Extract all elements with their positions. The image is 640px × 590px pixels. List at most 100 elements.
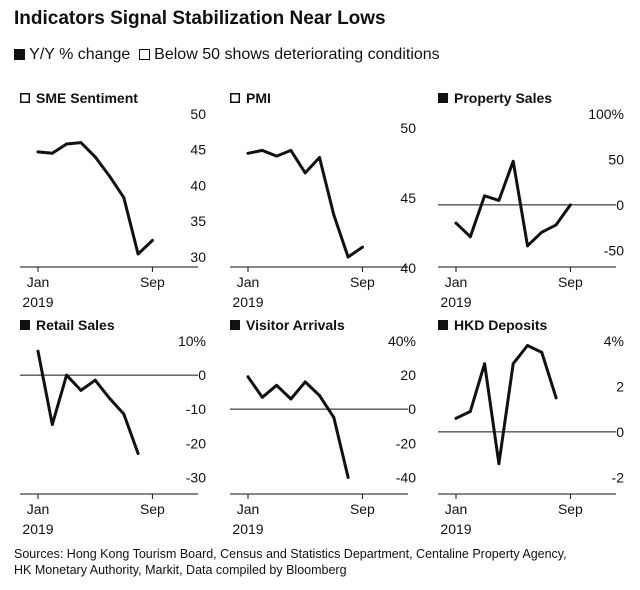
data-point <box>346 255 350 259</box>
legend-label-yoy: Y/Y % change <box>29 46 131 63</box>
y-tick-label: 10% <box>178 333 206 349</box>
data-point <box>318 156 321 159</box>
x-tick-label: Jan <box>445 501 468 517</box>
chart-property-sales: Property Sales -50 0 50 100% Jan 2019 Sep <box>438 86 628 316</box>
data-point <box>526 244 529 248</box>
data-point <box>303 171 307 175</box>
y-tick-label: 30 <box>190 249 206 265</box>
data-point <box>554 396 558 400</box>
y-tick-label: 50 <box>190 106 206 122</box>
chart-svg: Retail Sales -30 -20 -10 0 10% Jan 2019 Sep <box>20 317 206 537</box>
series-line-hkd-deposits <box>454 344 558 466</box>
chart-visitor-arrivals: Visitor Arrivals -40 -20 0 20 40% Jan 2019 Sep <box>230 313 420 543</box>
y-tick-label: 0 <box>198 367 206 383</box>
y-tick-label: 35 <box>190 213 206 229</box>
x-tick-label: Sep <box>140 501 165 517</box>
x-tick-label: Jan <box>237 501 260 517</box>
data-point <box>497 198 501 202</box>
x-tick-label: Jan <box>237 274 260 290</box>
data-point <box>454 221 458 225</box>
y-tick-label: 0 <box>408 401 416 417</box>
chart-svg: Visitor Arrivals -40 -20 0 20 40% Jan 2019 Sep <box>230 317 416 537</box>
filled-square-icon <box>14 49 25 60</box>
data-point <box>346 475 350 479</box>
filled-square-icon <box>230 320 240 330</box>
x-tick-sublabel: 2019 <box>22 294 53 310</box>
data-point <box>36 349 40 353</box>
y-tick-label: -20 <box>396 435 416 451</box>
data-point <box>332 415 336 419</box>
y-tick-label: -40 <box>396 469 416 485</box>
chart-title: PMI <box>246 90 271 106</box>
data-point <box>65 142 68 146</box>
y-tick-label: 2 <box>616 378 624 394</box>
x-tick-sublabel: 2019 <box>22 521 53 537</box>
data-point <box>483 362 486 366</box>
series-line-visitor-arrivals <box>246 375 350 479</box>
y-tick-label: 0 <box>616 424 624 440</box>
x-tick-label: Sep <box>558 501 583 517</box>
data-point <box>79 389 83 392</box>
y-tick-label: 0 <box>616 197 624 213</box>
data-point <box>483 194 486 198</box>
data-point <box>50 423 54 426</box>
series-line-pmi <box>246 148 364 259</box>
source-line-1: Sources: Hong Kong Tourism Board, Census… <box>14 547 567 561</box>
filled-square-icon <box>438 93 448 103</box>
data-point <box>108 174 111 178</box>
y-tick-label: -30 <box>186 469 206 485</box>
data-point <box>246 151 250 155</box>
x-tick-sublabel: 2019 <box>440 294 471 310</box>
data-point <box>260 395 264 399</box>
chart-pmi: PMI 40 45 50 Jan 2019 Sep <box>230 86 420 316</box>
legend: Y/Y % change Below 50 shows deterioratin… <box>14 46 440 64</box>
data-point <box>511 362 515 366</box>
data-point <box>569 203 572 207</box>
data-point <box>151 239 154 242</box>
chart-title: Retail Sales <box>36 317 115 333</box>
data-point <box>108 396 111 400</box>
y-tick-label: 40% <box>388 333 416 349</box>
data-point <box>554 223 558 227</box>
data-point <box>289 397 293 401</box>
series-line-retail-sales <box>36 349 140 455</box>
data-point <box>332 213 336 217</box>
page-title: Indicators Signal Stabilization Near Low… <box>14 8 386 29</box>
x-tick-sublabel: 2019 <box>232 521 263 537</box>
x-tick-label: Jan <box>445 274 468 290</box>
filled-square-icon <box>438 320 448 330</box>
x-tick-label: Sep <box>558 274 583 290</box>
chart-title: HKD Deposits <box>454 317 548 333</box>
data-point <box>260 149 264 152</box>
chart-svg: SME Sentiment 30 35 40 45 50 Jan 2019 Sep <box>20 90 206 310</box>
y-tick-label: 20 <box>400 367 416 383</box>
x-tick-label: Jan <box>27 501 50 517</box>
y-tick-label: -50 <box>604 242 624 258</box>
y-tick-label: 100% <box>588 106 624 122</box>
series-line-sme-sentiment <box>36 141 154 256</box>
data-point <box>454 416 458 420</box>
open-square-icon <box>138 49 150 60</box>
data-point <box>303 380 307 384</box>
source-line-2: HK Monetary Authority, Markit, Data comp… <box>14 563 347 577</box>
chart-svg: PMI 40 45 50 Jan 2019 Sep <box>230 90 416 310</box>
chart-title: Property Sales <box>454 90 552 106</box>
data-point <box>50 151 54 155</box>
x-tick-label: Sep <box>350 501 375 517</box>
data-point <box>468 235 472 239</box>
data-point <box>361 245 364 249</box>
chart-retail-sales: Retail Sales -30 -20 -10 0 10% Jan 2019 Sep <box>20 313 210 543</box>
data-point <box>122 412 126 416</box>
y-tick-label: -10 <box>186 401 206 417</box>
x-tick-label: Sep <box>140 274 165 290</box>
open-square-icon <box>230 93 240 103</box>
data-point <box>275 154 278 158</box>
chart-title: Visitor Arrivals <box>246 317 345 333</box>
data-point <box>93 155 97 159</box>
filled-square-icon <box>20 320 30 330</box>
chart-hkd-deposits: HKD Deposits -2 0 2 4% Jan 2019 Sep <box>438 313 628 543</box>
data-point <box>468 410 472 413</box>
x-tick-sublabel: 2019 <box>232 294 263 310</box>
data-point <box>511 159 515 163</box>
x-tick-sublabel: 2019 <box>440 521 471 537</box>
